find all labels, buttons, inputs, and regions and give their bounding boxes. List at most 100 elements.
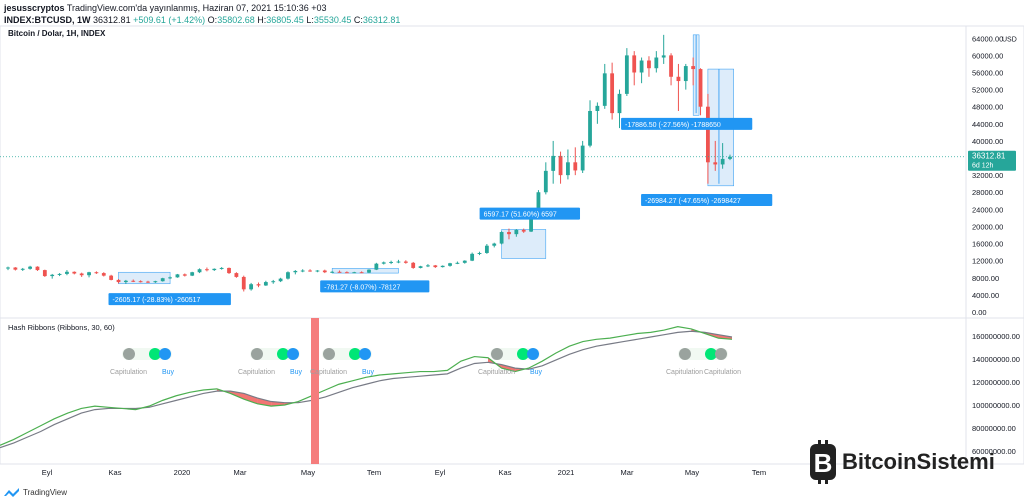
candle-body (300, 270, 305, 272)
fast-ribbon-line (0, 325, 733, 446)
recovery-dot (149, 348, 161, 360)
high-value: 36805.45 (266, 15, 304, 25)
candle-body (234, 273, 239, 277)
candle-body (57, 273, 62, 275)
candle-body (256, 284, 261, 286)
candle-body (713, 162, 718, 165)
candle-body (551, 155, 556, 171)
annotation-bg (641, 193, 773, 206)
candle-body (308, 270, 312, 272)
signal-buy-label: Buy (530, 369, 543, 376)
candle-body (13, 267, 18, 270)
candle-body (411, 262, 416, 268)
price-tick-label: 64000.00 (972, 34, 1003, 43)
price-tick-label: 56000.00 (972, 68, 1003, 77)
last-price: 36312.81 (93, 15, 131, 25)
candle-body (146, 281, 150, 283)
bitcoin-logo-icon: B (810, 440, 836, 484)
indicator-tick-label: 140000000.00 (972, 355, 1020, 364)
signal-buy-label: Buy (362, 369, 375, 376)
price-tag-countdown: 6d 12h (972, 163, 994, 170)
ohlc-header: INDEX:BTCUSD, 1W 36312.81 +509.61 (+1.42… (4, 15, 400, 25)
candle-body (367, 269, 371, 273)
high-label: H: (257, 15, 267, 25)
time-tick-label: Tem (752, 468, 766, 477)
tradingview-logo-icon (4, 488, 19, 497)
candle-body (484, 245, 489, 253)
candle-body (109, 275, 114, 280)
candle-body (65, 271, 69, 274)
candle-body (175, 274, 180, 278)
time-tick-label: May (301, 468, 315, 477)
capitulation-dot (123, 348, 135, 360)
candle-body (278, 278, 283, 282)
publish-info: TradingView.com'da yayınlanmış, Haziran … (66, 3, 327, 13)
candle-body (330, 271, 335, 273)
candle-body (6, 267, 10, 269)
candle-body (676, 76, 681, 82)
price-tick-label: 12000.00 (972, 257, 1003, 266)
price-tick-label: 32000.00 (972, 171, 1003, 180)
indicator-tick-label: 100000000.00 (972, 401, 1020, 410)
ribbon-fill (501, 364, 516, 372)
time-tick-label: Mar (621, 468, 634, 477)
candle-body (35, 266, 40, 271)
candle-body (87, 272, 91, 276)
tradingview-footer: TradingView (4, 488, 67, 497)
candle-body (396, 261, 401, 263)
candle-body (249, 284, 254, 290)
candle-body (440, 265, 445, 268)
candle-body (595, 105, 600, 111)
time-tick-label: May (685, 468, 699, 477)
candle-body (337, 271, 342, 273)
capitulation-dot (251, 348, 263, 360)
candle-body (94, 272, 99, 274)
candle-body (529, 210, 533, 232)
price-tick-label: 24000.00 (972, 205, 1003, 214)
candle-body (153, 281, 158, 283)
candle-body (536, 192, 541, 211)
candle-body (698, 69, 703, 107)
candle-body (205, 269, 209, 271)
candle-body (322, 270, 327, 273)
time-tick-label: Eyl (42, 468, 53, 477)
capitulation-dot (715, 348, 727, 360)
time-tick-label: Kas (109, 468, 122, 477)
candle-body (669, 55, 673, 77)
price-change: +509.61 (+1.42%) (133, 15, 206, 25)
candle-body (521, 229, 526, 232)
candle-body (28, 266, 33, 269)
time-tick-label: 2021 (558, 468, 575, 477)
time-tick-label: 2020 (174, 468, 191, 477)
candle-body (654, 57, 659, 69)
candle-body (241, 276, 246, 290)
candle-body (610, 73, 615, 114)
candle-body (381, 262, 386, 264)
candle-body (101, 273, 106, 276)
candle-body (374, 263, 379, 270)
candle-body (728, 156, 732, 159)
candle-body (566, 162, 570, 176)
time-tick-label: Eyl (435, 468, 446, 477)
candle-body (448, 263, 452, 266)
price-tick-label: 20000.00 (972, 222, 1003, 231)
candle-body (168, 277, 172, 279)
candle-body (190, 272, 195, 276)
open-label: O: (207, 15, 218, 25)
annotation-bg (479, 207, 581, 220)
price-tick-label: 60000.00 (972, 51, 1003, 60)
svg-text:B: B (814, 448, 833, 478)
signal-buy-label: Buy (290, 369, 303, 376)
annotation-text: -17886.50 (-27.56%) -1788650 (625, 122, 721, 129)
candle-body (219, 267, 224, 269)
candle-body (42, 270, 47, 277)
candle-body (344, 272, 349, 274)
author-name: jesusscryptos (4, 3, 65, 13)
annotation-bg (320, 280, 430, 293)
price-tick-label: 4000.00 (972, 291, 999, 300)
annotation-text: 6597.17 (51.60%) 6597 (484, 212, 557, 219)
candle-body (462, 260, 467, 263)
close-value: 36312.81 (362, 15, 401, 25)
candle-body (647, 60, 651, 69)
